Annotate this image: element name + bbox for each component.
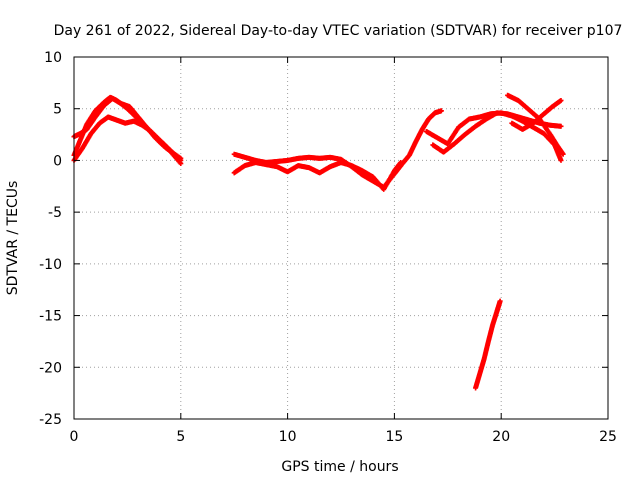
data-point xyxy=(558,157,564,163)
data-series-track-h xyxy=(423,110,564,163)
data-point xyxy=(558,123,564,129)
data-point xyxy=(178,161,184,167)
x-tick-label: 0 xyxy=(70,429,79,445)
y-tick-label: 5 xyxy=(53,102,62,118)
data-point xyxy=(558,97,564,103)
data-point xyxy=(438,108,444,114)
data-series-track-c xyxy=(71,95,184,161)
data-series-track-f xyxy=(398,108,444,169)
chart-title: Day 261 of 2022, Sidereal Day-to-day VTE… xyxy=(54,23,623,39)
data-point xyxy=(178,155,184,161)
y-tick-label: -10 xyxy=(39,257,62,273)
data-point xyxy=(560,151,566,157)
y-tick-label: -15 xyxy=(39,309,62,325)
data-series-track-j xyxy=(509,97,564,132)
y-tick-label: 10 xyxy=(44,50,62,66)
data-series-track-i xyxy=(505,92,566,157)
x-tick-label: 25 xyxy=(599,429,617,445)
grid xyxy=(74,57,608,419)
data-point xyxy=(497,298,503,304)
data-series-track-e xyxy=(231,159,404,192)
x-axis-label: GPS time / hours xyxy=(281,459,398,475)
x-tick-label: 5 xyxy=(176,429,185,445)
x-tick-label: 15 xyxy=(385,429,403,445)
y-axis-label: SDTVAR / TECUs xyxy=(5,181,21,296)
y-tick-label: -25 xyxy=(39,412,62,428)
y-tick-label: -5 xyxy=(48,205,62,221)
axis-ticks: 0 5 10 15 20 25 -25 -20 -15 -10 -5 0 5 10 xyxy=(39,50,617,445)
data-points xyxy=(71,92,566,391)
x-tick-label: 10 xyxy=(279,429,297,445)
data-series-track-k xyxy=(473,298,503,391)
y-tick-label: 0 xyxy=(53,153,62,169)
y-tick-label: -20 xyxy=(39,360,62,376)
x-tick-label: 20 xyxy=(492,429,510,445)
plot-frame xyxy=(73,56,609,420)
